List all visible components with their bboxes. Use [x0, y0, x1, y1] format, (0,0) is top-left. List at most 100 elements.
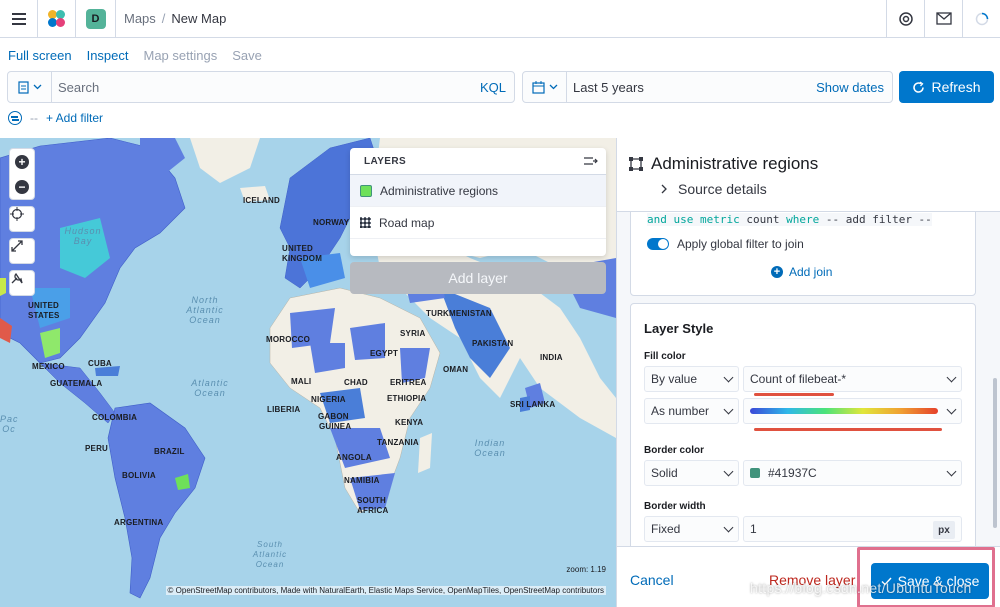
border-width-unit: px [933, 521, 955, 539]
global-filter-toggle-row: Apply global filter to join [647, 237, 804, 251]
border-color-value: #41937C [768, 466, 817, 480]
map-label: CUBA [88, 359, 112, 368]
layer-name: Administrative regions [380, 183, 499, 198]
layer-control-panel: LAYERS Administrative regions Road map [350, 148, 606, 256]
panel-header: Administrative regions Source details [617, 138, 1000, 212]
map-label: PERU [85, 444, 109, 453]
ocean-label: South Atlantic Ocean [252, 540, 288, 569]
border-width-mode-select[interactable]: Fixed [644, 516, 739, 542]
menu-toggle-button[interactable] [0, 0, 38, 38]
date-range-text[interactable]: Last 5 years [573, 79, 644, 95]
map-label: MEXICO [32, 362, 65, 371]
map-label: BRAZIL [154, 447, 185, 456]
watermark: https://blog.csdn.net/UbuntuTouch [750, 580, 972, 596]
newsfeed-button[interactable] [924, 0, 962, 38]
layer-item-road-map[interactable]: Road map [350, 207, 606, 239]
panel-footer: Cancel Remove layer Save & close [617, 546, 1000, 607]
map-label: NAMIBIA [344, 476, 380, 485]
map-label: COLOMBIA [92, 413, 138, 422]
panel-scrollbar[interactable] [993, 378, 997, 528]
map-label: NORWAY [313, 218, 350, 227]
plus-icon: + [15, 154, 29, 169]
fill-color-mode-select[interactable]: By value [644, 366, 739, 392]
border-color-mode-select[interactable]: Solid [644, 460, 739, 486]
remove-layer-button[interactable]: Remove layer [769, 572, 856, 588]
search-bar: Search KQL [7, 71, 515, 103]
spinner-icon [975, 12, 988, 26]
breadcrumb-current: New Map [171, 11, 227, 26]
filter-options-icon[interactable] [8, 111, 22, 125]
save-link[interactable]: Save [232, 48, 262, 63]
layer-style-card: Layer Style Fill color By value Count of… [630, 303, 976, 583]
layers-title: LAYERS [364, 155, 407, 167]
saved-query-button[interactable] [8, 72, 52, 102]
zoom-level: zoom: 1.19 [566, 565, 606, 574]
chevron-down-icon [723, 404, 734, 414]
plus-circle-icon: + [771, 266, 783, 278]
zoom-out-button[interactable]: − [9, 174, 35, 199]
save-close-button[interactable]: Save & close [871, 563, 989, 599]
add-join-label: Add join [789, 265, 833, 279]
calendar-icon [531, 80, 545, 94]
border-width-mode-value: Fixed [651, 522, 681, 536]
add-filter-button[interactable]: + Add filter [46, 111, 104, 125]
annotation-underline [754, 393, 834, 396]
filter-bar: -- + Add filter [8, 111, 103, 125]
grid-icon [360, 217, 371, 228]
map-label: PAKISTAN [472, 339, 514, 348]
add-join-button[interactable]: + Add join [771, 265, 832, 279]
search-input[interactable]: Search [58, 79, 100, 95]
color-ramp-preview [750, 408, 938, 414]
inspect-link[interactable]: Inspect [86, 48, 129, 63]
show-dates-link[interactable]: Show dates [816, 79, 884, 95]
apply-global-filter-label: Apply global filter to join [677, 237, 804, 251]
set-view-button[interactable] [9, 206, 35, 232]
apply-global-filter-switch[interactable] [647, 238, 669, 250]
map-label: GUINEA [319, 422, 352, 431]
full-screen-link[interactable]: Full screen [8, 48, 72, 63]
map-settings-link[interactable]: Map settings [143, 48, 218, 63]
quick-date-button[interactable] [523, 72, 567, 102]
map-label: KENYA [395, 418, 424, 427]
tools-button[interactable] [9, 270, 35, 296]
ocean-label: Hudson Bay [64, 226, 102, 246]
collapse-panel-icon[interactable] [584, 156, 598, 166]
add-layer-button[interactable]: Add layer [350, 262, 606, 294]
breadcrumb-maps[interactable]: Maps [124, 11, 156, 26]
chevron-down-icon [33, 84, 41, 90]
map-label: NIGERIA [311, 395, 346, 404]
ocean-label: Indian Ocean [474, 438, 506, 458]
join-filter[interactable]: -- add filter -- [825, 213, 932, 226]
cancel-button[interactable]: Cancel [630, 572, 674, 588]
refresh-button[interactable]: Refresh [899, 71, 994, 103]
layers-header: LAYERS [350, 148, 606, 175]
layer-item-administrative-regions[interactable]: Administrative regions [350, 175, 606, 207]
kql-toggle[interactable]: KQL [479, 79, 506, 95]
fit-to-data-button[interactable] [9, 238, 35, 264]
layer-color-swatch [360, 184, 372, 197]
zoom-in-button[interactable]: + [9, 149, 35, 174]
wrench-icon [11, 272, 23, 284]
space-selector[interactable]: D [76, 0, 116, 38]
border-width-input[interactable]: 1 px [743, 516, 962, 542]
panel-title: Administrative regions [629, 154, 818, 174]
help-button[interactable] [886, 0, 924, 38]
join-keyword: where [786, 213, 820, 226]
map-label: SYRIA [400, 329, 426, 338]
border-color-picker[interactable]: #41937C [743, 460, 962, 486]
map-label: EGYPT [370, 349, 399, 358]
map-label: TURKMENISTAN [426, 309, 492, 318]
top-nav-menu: Full screen Inspect Map settings Save [8, 48, 262, 63]
annotation-highlight-box [857, 547, 995, 607]
chevron-down-icon [723, 372, 734, 382]
breadcrumb: Maps / New Map [124, 11, 226, 26]
elastic-logo[interactable] [38, 0, 76, 38]
border-color-display: #41937C [750, 466, 817, 480]
color-ramp-select[interactable] [743, 398, 962, 424]
source-details-toggle[interactable]: Source details [661, 181, 767, 197]
map-label: OMAN [443, 365, 469, 374]
fill-color-field-select[interactable]: Count of filebeat-* [743, 366, 962, 392]
map-attribution[interactable]: © OpenStreetMap contributors, Made with … [165, 586, 606, 595]
fill-type-select[interactable]: As number [644, 398, 739, 424]
join-metric[interactable]: count [746, 213, 780, 226]
